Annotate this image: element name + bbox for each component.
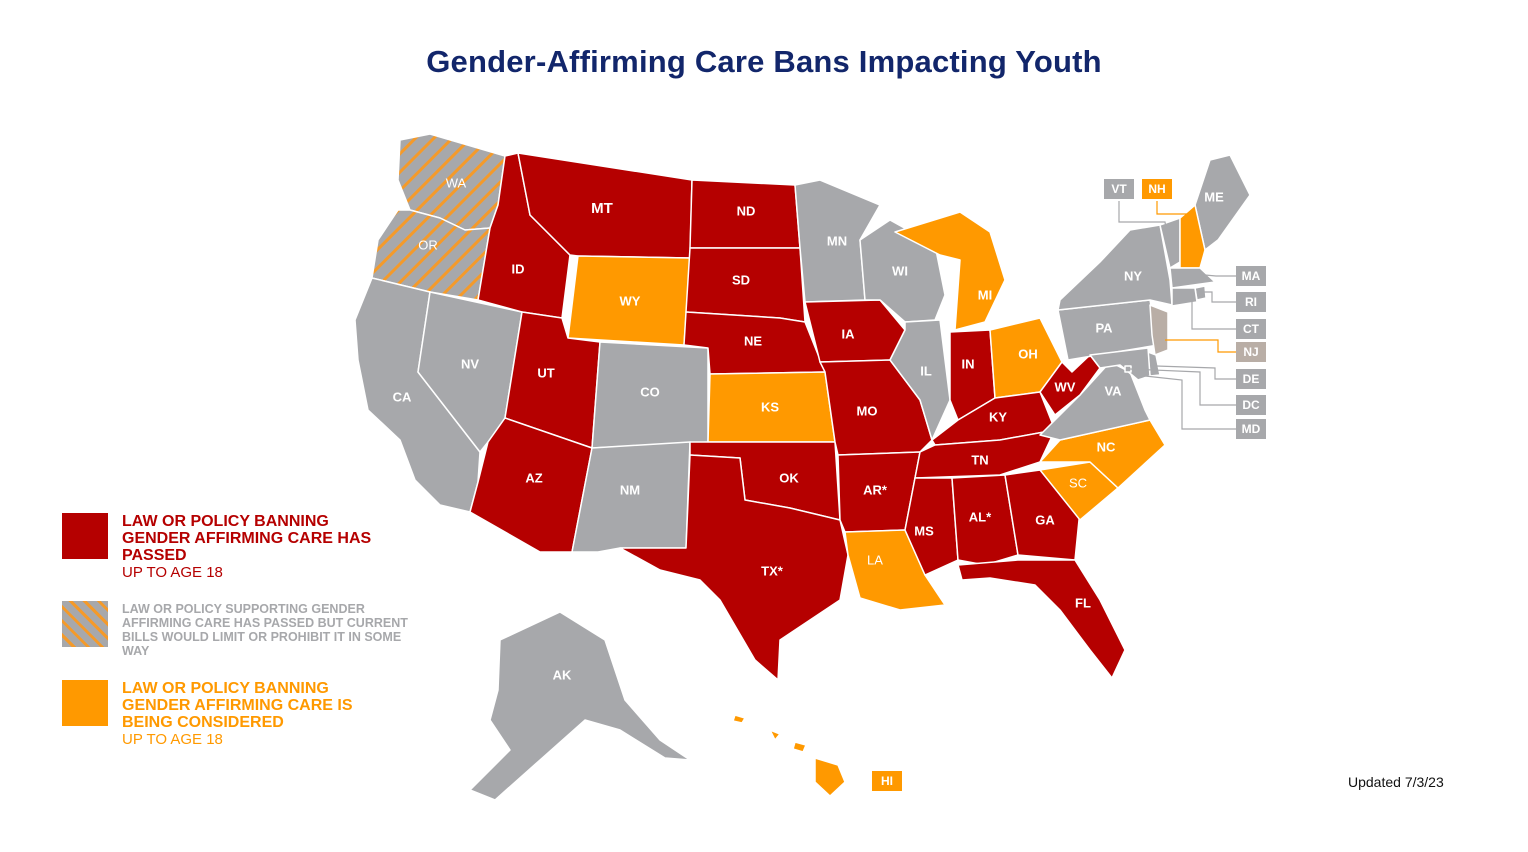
map-title: Gender-Affirming Care Bans Impacting You… bbox=[426, 44, 1102, 79]
label-fl: FL bbox=[1075, 595, 1091, 610]
label-ny: NY bbox=[1124, 268, 1142, 283]
callout-box-nh bbox=[1142, 179, 1172, 199]
legend-heading-passed: LAW OR POLICY BANNING GENDER AFFIRMING C… bbox=[122, 513, 372, 564]
legend-heading-supporting: LAW OR POLICY SUPPORTING GENDER AFFIRMIN… bbox=[122, 602, 408, 658]
label-or: OR bbox=[418, 237, 438, 252]
legend-swatch-considered bbox=[62, 680, 108, 726]
state-tx[interactable] bbox=[619, 454, 849, 681]
label-la: LA bbox=[867, 552, 883, 567]
legend-sub-considered: UP TO AGE 18 bbox=[122, 731, 223, 748]
callout-label-ri: RI bbox=[1245, 295, 1257, 309]
legend-heading-considered: LAW OR POLICY BANNING GENDER AFFIRMING C… bbox=[122, 680, 353, 731]
legend-swatch-passed bbox=[62, 513, 108, 559]
callout-label-md: MD bbox=[1242, 422, 1261, 436]
label-ia: IA bbox=[842, 326, 856, 341]
label-ak: AK bbox=[553, 667, 572, 682]
state-fl[interactable] bbox=[957, 559, 1126, 679]
label-ky: KY bbox=[989, 409, 1007, 424]
state-il[interactable] bbox=[889, 319, 951, 441]
state-ak[interactable] bbox=[469, 611, 691, 801]
state-mi[interactable] bbox=[894, 211, 1006, 331]
callout-ma: MA bbox=[1236, 266, 1266, 286]
legend-swatch-supporting bbox=[62, 601, 108, 647]
label-co: CO bbox=[640, 384, 660, 399]
label-wa: WA bbox=[446, 175, 467, 190]
label-nc: NC bbox=[1097, 439, 1116, 454]
state-nj[interactable] bbox=[1149, 304, 1169, 356]
label-mn: MN bbox=[827, 233, 847, 248]
callout-label-de: DE bbox=[1243, 372, 1260, 386]
callout-label-nh: NH bbox=[1148, 182, 1165, 196]
label-ar: AR* bbox=[863, 482, 888, 497]
label-sc: SC bbox=[1069, 475, 1087, 490]
callout-vt: VT bbox=[1104, 179, 1134, 199]
label-nm: NM bbox=[620, 482, 640, 497]
callout-box-nj bbox=[1236, 342, 1266, 362]
state-ct[interactable] bbox=[1171, 287, 1198, 307]
label-mo: MO bbox=[857, 403, 878, 418]
label-ne: NE bbox=[744, 333, 762, 348]
label-al: AL* bbox=[969, 509, 992, 524]
label-nd: ND bbox=[737, 203, 756, 218]
label-ok: OK bbox=[779, 470, 799, 485]
callout-box-de bbox=[1236, 369, 1266, 389]
label-tn: TN bbox=[971, 452, 988, 467]
label-wi: WI bbox=[892, 263, 908, 278]
state-md[interactable] bbox=[1089, 347, 1151, 381]
callout-label-dc: DC bbox=[1242, 398, 1260, 412]
state-al[interactable] bbox=[951, 474, 1019, 566]
label-tx: TX* bbox=[761, 563, 784, 578]
label-wv: WV bbox=[1055, 379, 1076, 394]
callout-nj: NJ bbox=[1236, 342, 1266, 362]
label-me: ME bbox=[1204, 189, 1224, 204]
state-ny[interactable] bbox=[1057, 224, 1173, 311]
label-mt: MT bbox=[591, 200, 613, 217]
callout-label-ct: CT bbox=[1243, 322, 1260, 336]
label-in: IN bbox=[962, 356, 975, 371]
callout-de: DE bbox=[1236, 369, 1266, 389]
label-ks: KS bbox=[761, 399, 779, 414]
label-va: VA bbox=[1104, 383, 1122, 398]
callout-label-hi: HI bbox=[881, 774, 893, 788]
callout-box-ma bbox=[1236, 266, 1266, 286]
label-ca: CA bbox=[393, 389, 412, 404]
label-sd: SD bbox=[732, 272, 750, 287]
label-id: ID bbox=[512, 261, 525, 276]
callout-dc: DC bbox=[1236, 395, 1266, 415]
callout-label-ma: MA bbox=[1242, 269, 1261, 283]
callout-box-vt bbox=[1104, 179, 1134, 199]
callout-box-ct bbox=[1236, 319, 1266, 339]
state-nh[interactable] bbox=[1179, 204, 1206, 269]
label-mi: MI bbox=[978, 287, 992, 302]
callout-box-md bbox=[1236, 419, 1266, 439]
state-hi[interactable] bbox=[732, 714, 846, 797]
label-wy: WY bbox=[620, 293, 641, 308]
callout-ct: CT bbox=[1236, 319, 1266, 339]
callout-label-vt: VT bbox=[1111, 182, 1127, 196]
callout-box-dc bbox=[1236, 395, 1266, 415]
callout-label-nj: NJ bbox=[1243, 345, 1258, 359]
label-pa: PA bbox=[1095, 320, 1113, 335]
label-ms: MS bbox=[914, 523, 934, 538]
state-dc[interactable] bbox=[1124, 365, 1132, 373]
callout-md: MD bbox=[1236, 419, 1266, 439]
callout-ri: RI bbox=[1236, 292, 1266, 312]
callout-box-ri bbox=[1236, 292, 1266, 312]
label-ut: UT bbox=[537, 365, 554, 380]
callout-box-hi bbox=[872, 771, 902, 791]
state-ma[interactable] bbox=[1169, 267, 1216, 289]
label-ga: GA bbox=[1035, 512, 1055, 527]
label-nv: NV bbox=[461, 356, 479, 371]
updated-date: Updated 7/3/23 bbox=[1348, 774, 1444, 790]
callout-nh: NH bbox=[1142, 179, 1172, 199]
label-az: AZ bbox=[525, 470, 542, 485]
callout-hi: HI bbox=[872, 771, 902, 791]
label-il: IL bbox=[920, 363, 932, 378]
label-oh: OH bbox=[1018, 346, 1038, 361]
state-ms[interactable] bbox=[904, 477, 959, 576]
legend-sub-passed: UP TO AGE 18 bbox=[122, 564, 223, 581]
